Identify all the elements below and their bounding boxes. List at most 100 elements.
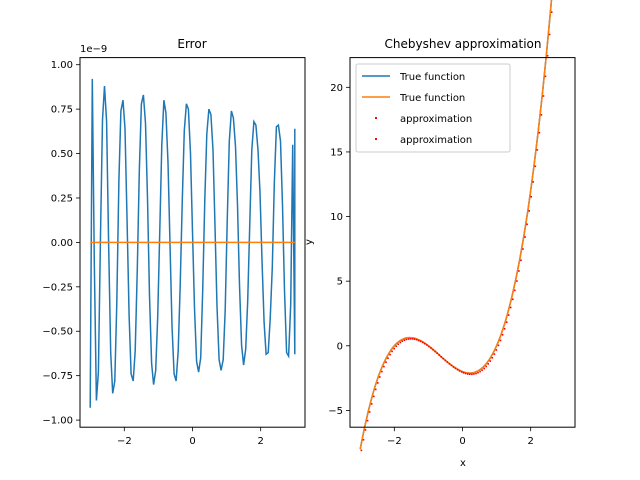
approximation-point [405, 338, 408, 341]
error-chart-offset-label: 1e−9 [80, 44, 107, 55]
approximation-point [391, 350, 393, 353]
approximation-point [481, 369, 483, 371]
approximation-point [528, 210, 530, 212]
approximation-point [530, 196, 532, 198]
approximation-point [360, 449, 363, 452]
approximation-point [479, 370, 481, 373]
chebyshev-x-tick-label: 0 [459, 436, 465, 447]
approximation-point [362, 439, 365, 441]
approximation-point [440, 356, 442, 358]
approximation-point [377, 382, 379, 384]
error-y-tick-label: 0.75 [51, 105, 73, 116]
approximation-point [387, 357, 389, 359]
approximation-point [446, 361, 449, 363]
approximation-point [477, 371, 479, 374]
approximation-point [370, 403, 373, 405]
approximation-point [424, 342, 426, 345]
approximation-point [546, 55, 549, 57]
error-x-tick-label: 2 [257, 436, 263, 447]
approximation-point [389, 353, 391, 356]
approximation-point [448, 363, 451, 365]
approximation-point [452, 366, 455, 368]
approximation-point [542, 95, 545, 97]
approximation-point [497, 344, 500, 347]
approximation-point [473, 373, 475, 375]
approximation-point [460, 371, 463, 373]
approximation-point [469, 373, 471, 375]
error-x-ticks: −2 0 2 [117, 427, 264, 447]
approximation-point [379, 376, 381, 378]
approximation-point [540, 114, 543, 116]
approximation-point [381, 370, 383, 373]
approximation-point [403, 339, 406, 341]
approximation-point [512, 298, 514, 301]
chebyshev-x-ticks: −2 0 2 [387, 427, 534, 447]
approximation-point [505, 321, 508, 323]
approximation-point [415, 338, 418, 341]
error-axes-frame [79, 57, 306, 428]
approximation-point [503, 328, 506, 330]
approximation-point [444, 359, 447, 362]
approximation-point [493, 353, 496, 355]
chebyshev-y-tick-label: 0 [337, 341, 343, 352]
chebyshev-chart-title: Chebyshev approximation [385, 37, 542, 51]
chebyshev-axes-frame [349, 57, 576, 428]
error-y-ticks: −1.00 −0.75 −0.50 −0.25 0.00 0.25 0.50 0.75 1.00 [42, 60, 80, 427]
approximation-point [456, 368, 459, 371]
approximation-point [526, 223, 528, 226]
approximation-point [471, 373, 473, 376]
approximation-point [548, 33, 551, 36]
approximation-point [489, 360, 492, 362]
legend-label-1: True function [399, 72, 465, 83]
error-y-tick-label: −0.25 [42, 282, 73, 293]
approximation-point [422, 341, 424, 344]
approximation-point [385, 361, 387, 363]
approximation-point [434, 350, 436, 353]
approximation-point [475, 372, 477, 375]
legend: True function True function approximatio… [355, 63, 511, 153]
chebyshev-y-tick-label: 5 [337, 277, 343, 288]
approximation-point [368, 411, 371, 413]
approximation-point [411, 338, 414, 340]
legend-marker-red-1 [375, 117, 377, 119]
legend-label-4: approximation [400, 135, 472, 146]
error-y-tick-label: −1.00 [42, 416, 73, 427]
approximation-point [383, 365, 385, 368]
approximation-point [516, 280, 518, 282]
approximation-point [407, 338, 410, 340]
legend-marker-red-2 [375, 138, 377, 140]
error-y-tick-label: 0.25 [51, 193, 73, 204]
legend-label-3: approximation [400, 114, 472, 125]
legend-label-2: True function [399, 93, 465, 104]
approximation-point [544, 75, 547, 78]
error-chart: Error 1e−9 −1.00 −0.75 −0.50 −0.25 0.00 0.25 0… [42, 37, 306, 447]
chebyshev-y-ticks: −5 0 5 10 15 20 [328, 83, 350, 417]
chebyshev-y-axis-label: y [304, 239, 315, 245]
approximation-point [426, 344, 428, 346]
approximation-point [509, 306, 512, 309]
approximation-point [436, 352, 438, 354]
error-y-tick-label: 0.50 [51, 149, 73, 160]
approximation-point [524, 236, 526, 238]
approximation-point [520, 259, 522, 262]
approximation-point [450, 364, 453, 367]
approximation-point [401, 340, 404, 342]
error-y-tick-label: 1.00 [51, 60, 73, 71]
approximation-point [522, 248, 524, 250]
approximation-point [485, 365, 487, 368]
approximation-point [534, 165, 537, 168]
approximation-point [428, 345, 430, 348]
chebyshev-series [359, 0, 553, 452]
error-series [89, 78, 296, 408]
approximation-point [507, 314, 510, 316]
approximation-point [395, 345, 397, 347]
chebyshev-y-tick-label: −5 [328, 406, 343, 417]
approximation-point [372, 395, 375, 398]
error-y-tick-label: 0.00 [51, 238, 73, 249]
error-y-tick-label: −0.75 [42, 371, 73, 382]
approximation-point [417, 339, 420, 342]
approximation-point [487, 363, 489, 365]
approximation-point [393, 347, 395, 350]
